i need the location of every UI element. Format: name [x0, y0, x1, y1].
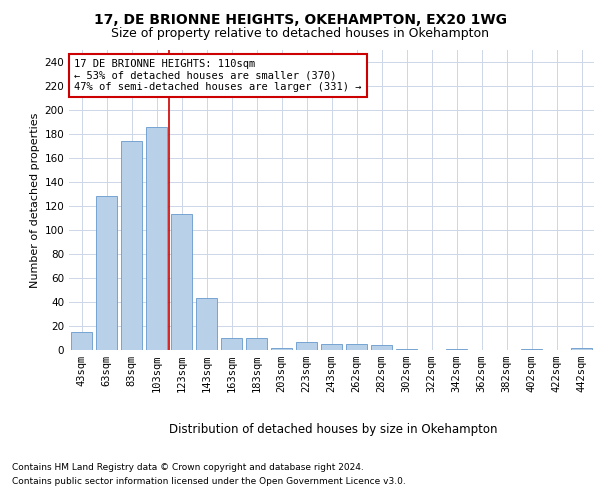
Bar: [246, 338, 267, 350]
Bar: [446, 349, 467, 350]
Bar: [171, 214, 192, 350]
Bar: [521, 349, 542, 350]
Bar: [221, 338, 242, 350]
Y-axis label: Number of detached properties: Number of detached properties: [30, 112, 40, 288]
Bar: [121, 141, 142, 350]
Bar: [396, 349, 417, 350]
Bar: [146, 127, 167, 350]
Text: 17 DE BRIONNE HEIGHTS: 110sqm
← 53% of detached houses are smaller (370)
47% of : 17 DE BRIONNE HEIGHTS: 110sqm ← 53% of d…: [74, 59, 362, 92]
Text: Size of property relative to detached houses in Okehampton: Size of property relative to detached ho…: [111, 28, 489, 40]
Text: Contains public sector information licensed under the Open Government Licence v3: Contains public sector information licen…: [12, 478, 406, 486]
Text: Contains HM Land Registry data © Crown copyright and database right 2024.: Contains HM Land Registry data © Crown c…: [12, 462, 364, 471]
Bar: [271, 348, 292, 350]
Bar: [346, 344, 367, 350]
Bar: [96, 196, 117, 350]
Bar: [196, 298, 217, 350]
Bar: [296, 342, 317, 350]
Bar: [321, 344, 342, 350]
Text: Distribution of detached houses by size in Okehampton: Distribution of detached houses by size …: [169, 422, 497, 436]
Bar: [371, 345, 392, 350]
Text: 17, DE BRIONNE HEIGHTS, OKEHAMPTON, EX20 1WG: 17, DE BRIONNE HEIGHTS, OKEHAMPTON, EX20…: [94, 12, 506, 26]
Bar: [71, 332, 92, 350]
Bar: [571, 348, 592, 350]
